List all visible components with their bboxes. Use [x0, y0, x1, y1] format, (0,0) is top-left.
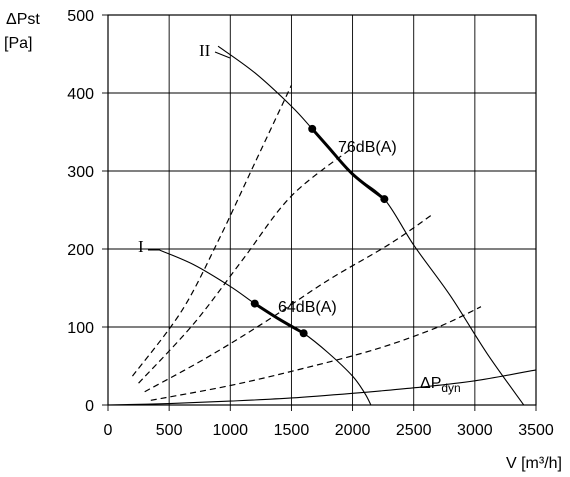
system-curve-2 — [138, 147, 353, 384]
grid-lines — [102, 14, 537, 411]
dyn-pressure-curve — [107, 369, 537, 406]
x-tick-label: 1000 — [212, 422, 248, 439]
x-tick-label: 3000 — [457, 422, 493, 439]
operating-point-marker — [250, 299, 259, 308]
fan-curves — [107, 45, 537, 406]
y-tick-label: 500 — [67, 8, 94, 25]
y-tick-label: 0 — [85, 398, 94, 415]
y-tick-label: 200 — [67, 242, 94, 259]
noise-label-64: 64dB(A) — [278, 299, 337, 316]
x-tick-label: 500 — [156, 422, 183, 439]
operating-segments — [253, 127, 386, 335]
curve-II-label: II — [199, 41, 211, 60]
dyn-pressure-label-sub: dyn — [441, 381, 460, 395]
operating-point-marker — [380, 195, 389, 204]
curve-I-label: I — [138, 237, 144, 256]
y-tick-label: 400 — [67, 86, 94, 103]
x-tick-label: 0 — [104, 422, 113, 439]
y-tick-label: 100 — [67, 320, 94, 337]
y-tick-label: 300 — [67, 164, 94, 181]
operating-range-64dB(A) — [253, 302, 305, 335]
system-curves — [131, 84, 482, 401]
dyn-pressure-label: ΔPdyn — [420, 375, 461, 395]
operating-points — [250, 124, 389, 338]
tick-labels: 0 500 1000 1500 2000 2500 3000 3500 0 100 200 300 40… — [67, 8, 554, 439]
x-axis-title: V [m³/h] — [506, 455, 562, 472]
y-axis-title-symbol: ΔPst — [6, 11, 40, 28]
x-tick-label: 2000 — [335, 422, 371, 439]
operating-point-marker — [308, 124, 317, 133]
y-axis-unit: [Pa] — [4, 35, 32, 52]
curve-II-leader — [214, 51, 231, 59]
x-tick-label: 2500 — [396, 422, 432, 439]
system-curve-1 — [131, 84, 292, 377]
operating-point-marker — [299, 329, 308, 338]
x-tick-label: 1500 — [274, 422, 310, 439]
x-tick-label: 3500 — [518, 422, 554, 439]
operating-range-76dB(A) — [311, 127, 386, 201]
noise-label-76: 76dB(A) — [338, 139, 397, 156]
y-axis-title: ΔPst — [6, 11, 40, 28]
system-curve-3 — [144, 214, 433, 393]
dyn-pressure-label-main: ΔP — [420, 375, 441, 392]
plot-frame — [107, 14, 537, 406]
